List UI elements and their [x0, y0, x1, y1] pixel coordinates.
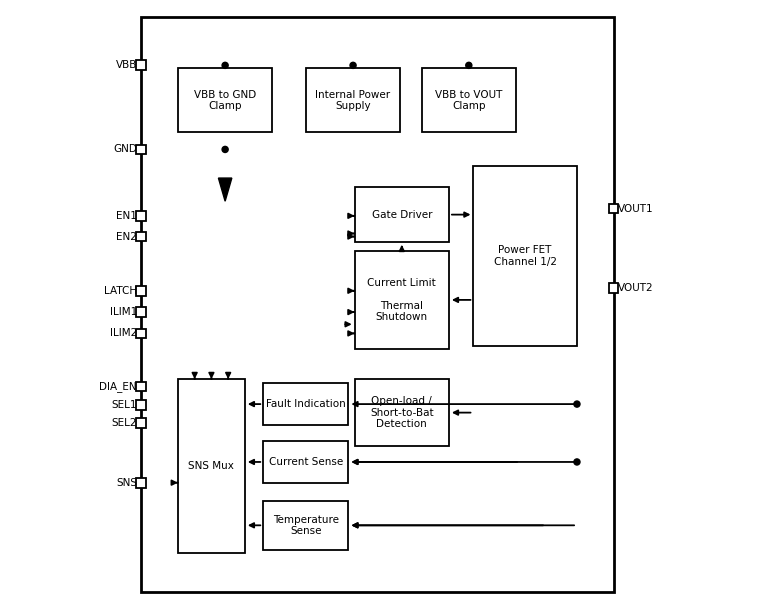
Bar — [264, 501, 348, 550]
Bar — [137, 144, 146, 154]
Bar — [306, 69, 400, 132]
Bar — [137, 61, 146, 70]
Bar — [609, 283, 618, 293]
Text: Current Sense: Current Sense — [269, 457, 343, 467]
Text: Power FET
Channel 1/2: Power FET Channel 1/2 — [494, 245, 557, 267]
Text: ILIM2: ILIM2 — [110, 329, 137, 338]
Text: VBB to GND
Clamp: VBB to GND Clamp — [194, 89, 256, 111]
Text: VBB: VBB — [115, 61, 137, 70]
Bar — [178, 69, 272, 132]
Polygon shape — [219, 178, 231, 201]
Bar — [264, 383, 348, 425]
Text: SEL2: SEL2 — [112, 418, 137, 428]
Bar — [354, 187, 449, 242]
Bar — [264, 441, 348, 483]
Bar — [141, 17, 613, 592]
Text: Gate Driver: Gate Driver — [371, 210, 432, 220]
Text: VBB to VOUT
Clamp: VBB to VOUT Clamp — [435, 89, 503, 111]
Text: Open-load /
Short-to-Bat
Detection: Open-load / Short-to-Bat Detection — [370, 396, 434, 429]
Text: VOUT2: VOUT2 — [618, 283, 653, 293]
Bar — [137, 329, 146, 338]
Circle shape — [574, 401, 580, 407]
Bar — [137, 381, 146, 391]
Bar — [609, 204, 618, 214]
Bar — [178, 379, 245, 553]
Circle shape — [350, 62, 356, 69]
Text: SEL1: SEL1 — [112, 400, 137, 409]
Bar — [137, 418, 146, 428]
Bar — [422, 69, 516, 132]
Text: Fault Indication: Fault Indication — [266, 399, 346, 409]
Text: VOUT1: VOUT1 — [618, 204, 653, 214]
Text: EN2: EN2 — [116, 231, 137, 242]
Bar — [137, 211, 146, 221]
Bar — [354, 379, 449, 446]
Circle shape — [574, 459, 580, 465]
Text: Temperature
Sense: Temperature Sense — [273, 515, 339, 536]
Bar — [354, 251, 449, 349]
Circle shape — [222, 62, 228, 69]
Text: ILIM1: ILIM1 — [110, 307, 137, 317]
Text: SNS Mux: SNS Mux — [189, 461, 235, 471]
Bar — [137, 400, 146, 409]
Text: Current Limit

Thermal
Shutdown: Current Limit Thermal Shutdown — [367, 277, 436, 323]
Bar — [474, 166, 577, 346]
Bar — [137, 307, 146, 317]
Text: GND: GND — [113, 144, 137, 154]
Text: DIA_EN: DIA_EN — [99, 381, 137, 392]
Circle shape — [222, 146, 228, 152]
Text: Internal Power
Supply: Internal Power Supply — [316, 89, 390, 111]
Text: LATCH: LATCH — [104, 286, 137, 296]
Text: EN1: EN1 — [116, 211, 137, 221]
Text: SNS: SNS — [116, 478, 137, 488]
Bar — [137, 286, 146, 296]
Bar — [137, 478, 146, 488]
Circle shape — [466, 62, 472, 69]
Bar — [137, 232, 146, 241]
